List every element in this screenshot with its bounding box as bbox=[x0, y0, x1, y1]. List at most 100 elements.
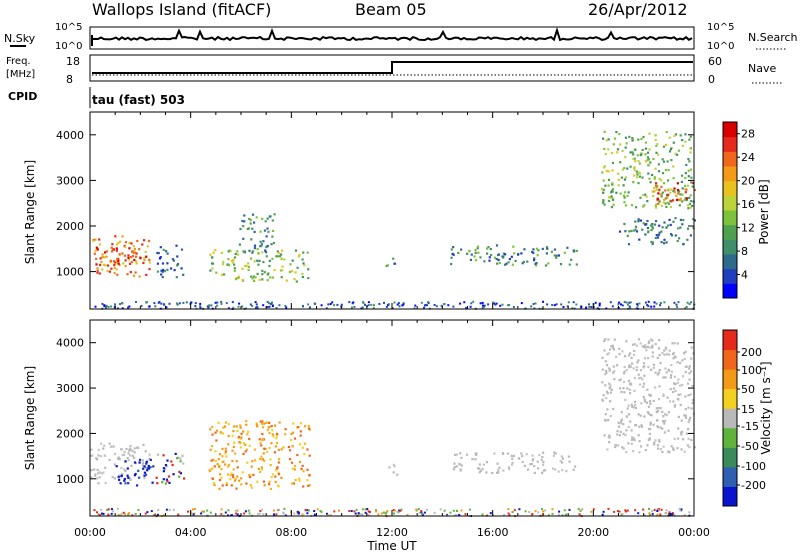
data-point bbox=[680, 508, 683, 511]
data-point bbox=[672, 400, 675, 403]
data-point bbox=[306, 479, 309, 482]
data-point bbox=[95, 257, 98, 260]
data-point bbox=[670, 200, 673, 203]
data-point bbox=[504, 263, 507, 266]
data-point bbox=[121, 307, 124, 310]
data-point bbox=[527, 468, 530, 471]
data-point bbox=[660, 230, 663, 233]
data-point bbox=[655, 234, 658, 237]
data-point bbox=[148, 268, 151, 271]
data-point bbox=[622, 372, 625, 375]
data-point bbox=[268, 259, 271, 262]
data-point bbox=[670, 374, 673, 377]
data-point bbox=[452, 246, 455, 249]
data-point bbox=[543, 469, 547, 472]
data-point bbox=[681, 223, 684, 226]
data-point bbox=[176, 255, 179, 258]
data-point bbox=[668, 136, 671, 139]
data-point bbox=[163, 303, 166, 306]
data-point bbox=[161, 276, 164, 279]
data-point bbox=[99, 257, 102, 260]
data-point bbox=[547, 514, 550, 517]
data-point bbox=[144, 512, 147, 515]
data-point bbox=[157, 252, 160, 255]
data-point bbox=[517, 457, 520, 460]
data-point bbox=[245, 307, 248, 310]
data-point bbox=[644, 141, 648, 144]
data-point bbox=[269, 487, 272, 490]
data-point bbox=[657, 202, 660, 205]
data-point bbox=[248, 249, 251, 252]
data-point bbox=[558, 510, 561, 513]
data-point bbox=[245, 448, 248, 451]
data-point bbox=[211, 477, 215, 480]
data-point bbox=[266, 217, 269, 220]
data-point bbox=[680, 448, 683, 451]
data-point bbox=[684, 414, 687, 417]
data-point bbox=[210, 459, 213, 462]
data-point bbox=[420, 510, 423, 512]
data-point bbox=[107, 508, 110, 511]
data-point bbox=[271, 429, 274, 432]
data-point bbox=[237, 276, 240, 280]
data-point bbox=[249, 219, 252, 222]
data-point bbox=[639, 414, 642, 417]
data-point bbox=[572, 249, 575, 252]
data-point bbox=[127, 476, 130, 479]
data-point bbox=[629, 382, 632, 385]
data-point bbox=[624, 509, 627, 512]
data-point bbox=[651, 173, 654, 177]
data-point bbox=[166, 262, 169, 265]
data-point bbox=[423, 306, 425, 309]
data-point bbox=[553, 451, 556, 454]
data-point bbox=[618, 353, 621, 356]
data-point bbox=[307, 277, 310, 280]
data-point bbox=[216, 463, 219, 466]
data-point bbox=[255, 306, 258, 309]
data-point bbox=[207, 306, 210, 309]
data-point bbox=[563, 251, 566, 254]
data-point bbox=[673, 437, 676, 441]
data-point bbox=[252, 275, 256, 278]
data-point bbox=[575, 249, 578, 252]
data-point bbox=[687, 158, 690, 161]
data-point bbox=[633, 343, 637, 346]
data-point bbox=[96, 468, 99, 471]
colorbar-swatch bbox=[723, 239, 737, 255]
data-point bbox=[607, 352, 610, 355]
data-point bbox=[658, 347, 661, 350]
data-point bbox=[94, 474, 97, 477]
data-point bbox=[261, 273, 264, 276]
data-point bbox=[258, 512, 261, 515]
data-point bbox=[687, 421, 690, 424]
data-point bbox=[280, 253, 283, 256]
data-point bbox=[164, 464, 168, 467]
data-point bbox=[120, 512, 123, 515]
data-point bbox=[618, 347, 621, 350]
data-point bbox=[544, 509, 547, 512]
data-point bbox=[637, 512, 640, 515]
data-point bbox=[644, 301, 647, 304]
data-point bbox=[676, 188, 680, 192]
data-point bbox=[171, 258, 174, 261]
data-point bbox=[676, 381, 679, 384]
data-point bbox=[111, 476, 114, 479]
data-point bbox=[297, 255, 300, 258]
data-point bbox=[109, 261, 112, 264]
data-point bbox=[220, 468, 223, 471]
data-point bbox=[673, 342, 676, 345]
data-point bbox=[643, 346, 646, 349]
beam-label: Beam 05 bbox=[355, 0, 427, 19]
data-point bbox=[610, 345, 613, 348]
data-point bbox=[261, 432, 264, 436]
data-point bbox=[605, 139, 608, 142]
data-point bbox=[672, 141, 675, 144]
data-point bbox=[183, 477, 186, 480]
data-point bbox=[639, 383, 642, 386]
data-point bbox=[681, 187, 684, 190]
data-point bbox=[657, 426, 660, 429]
data-point bbox=[98, 471, 101, 474]
data-point bbox=[649, 346, 652, 349]
data-point bbox=[676, 447, 679, 450]
data-point bbox=[255, 422, 258, 425]
